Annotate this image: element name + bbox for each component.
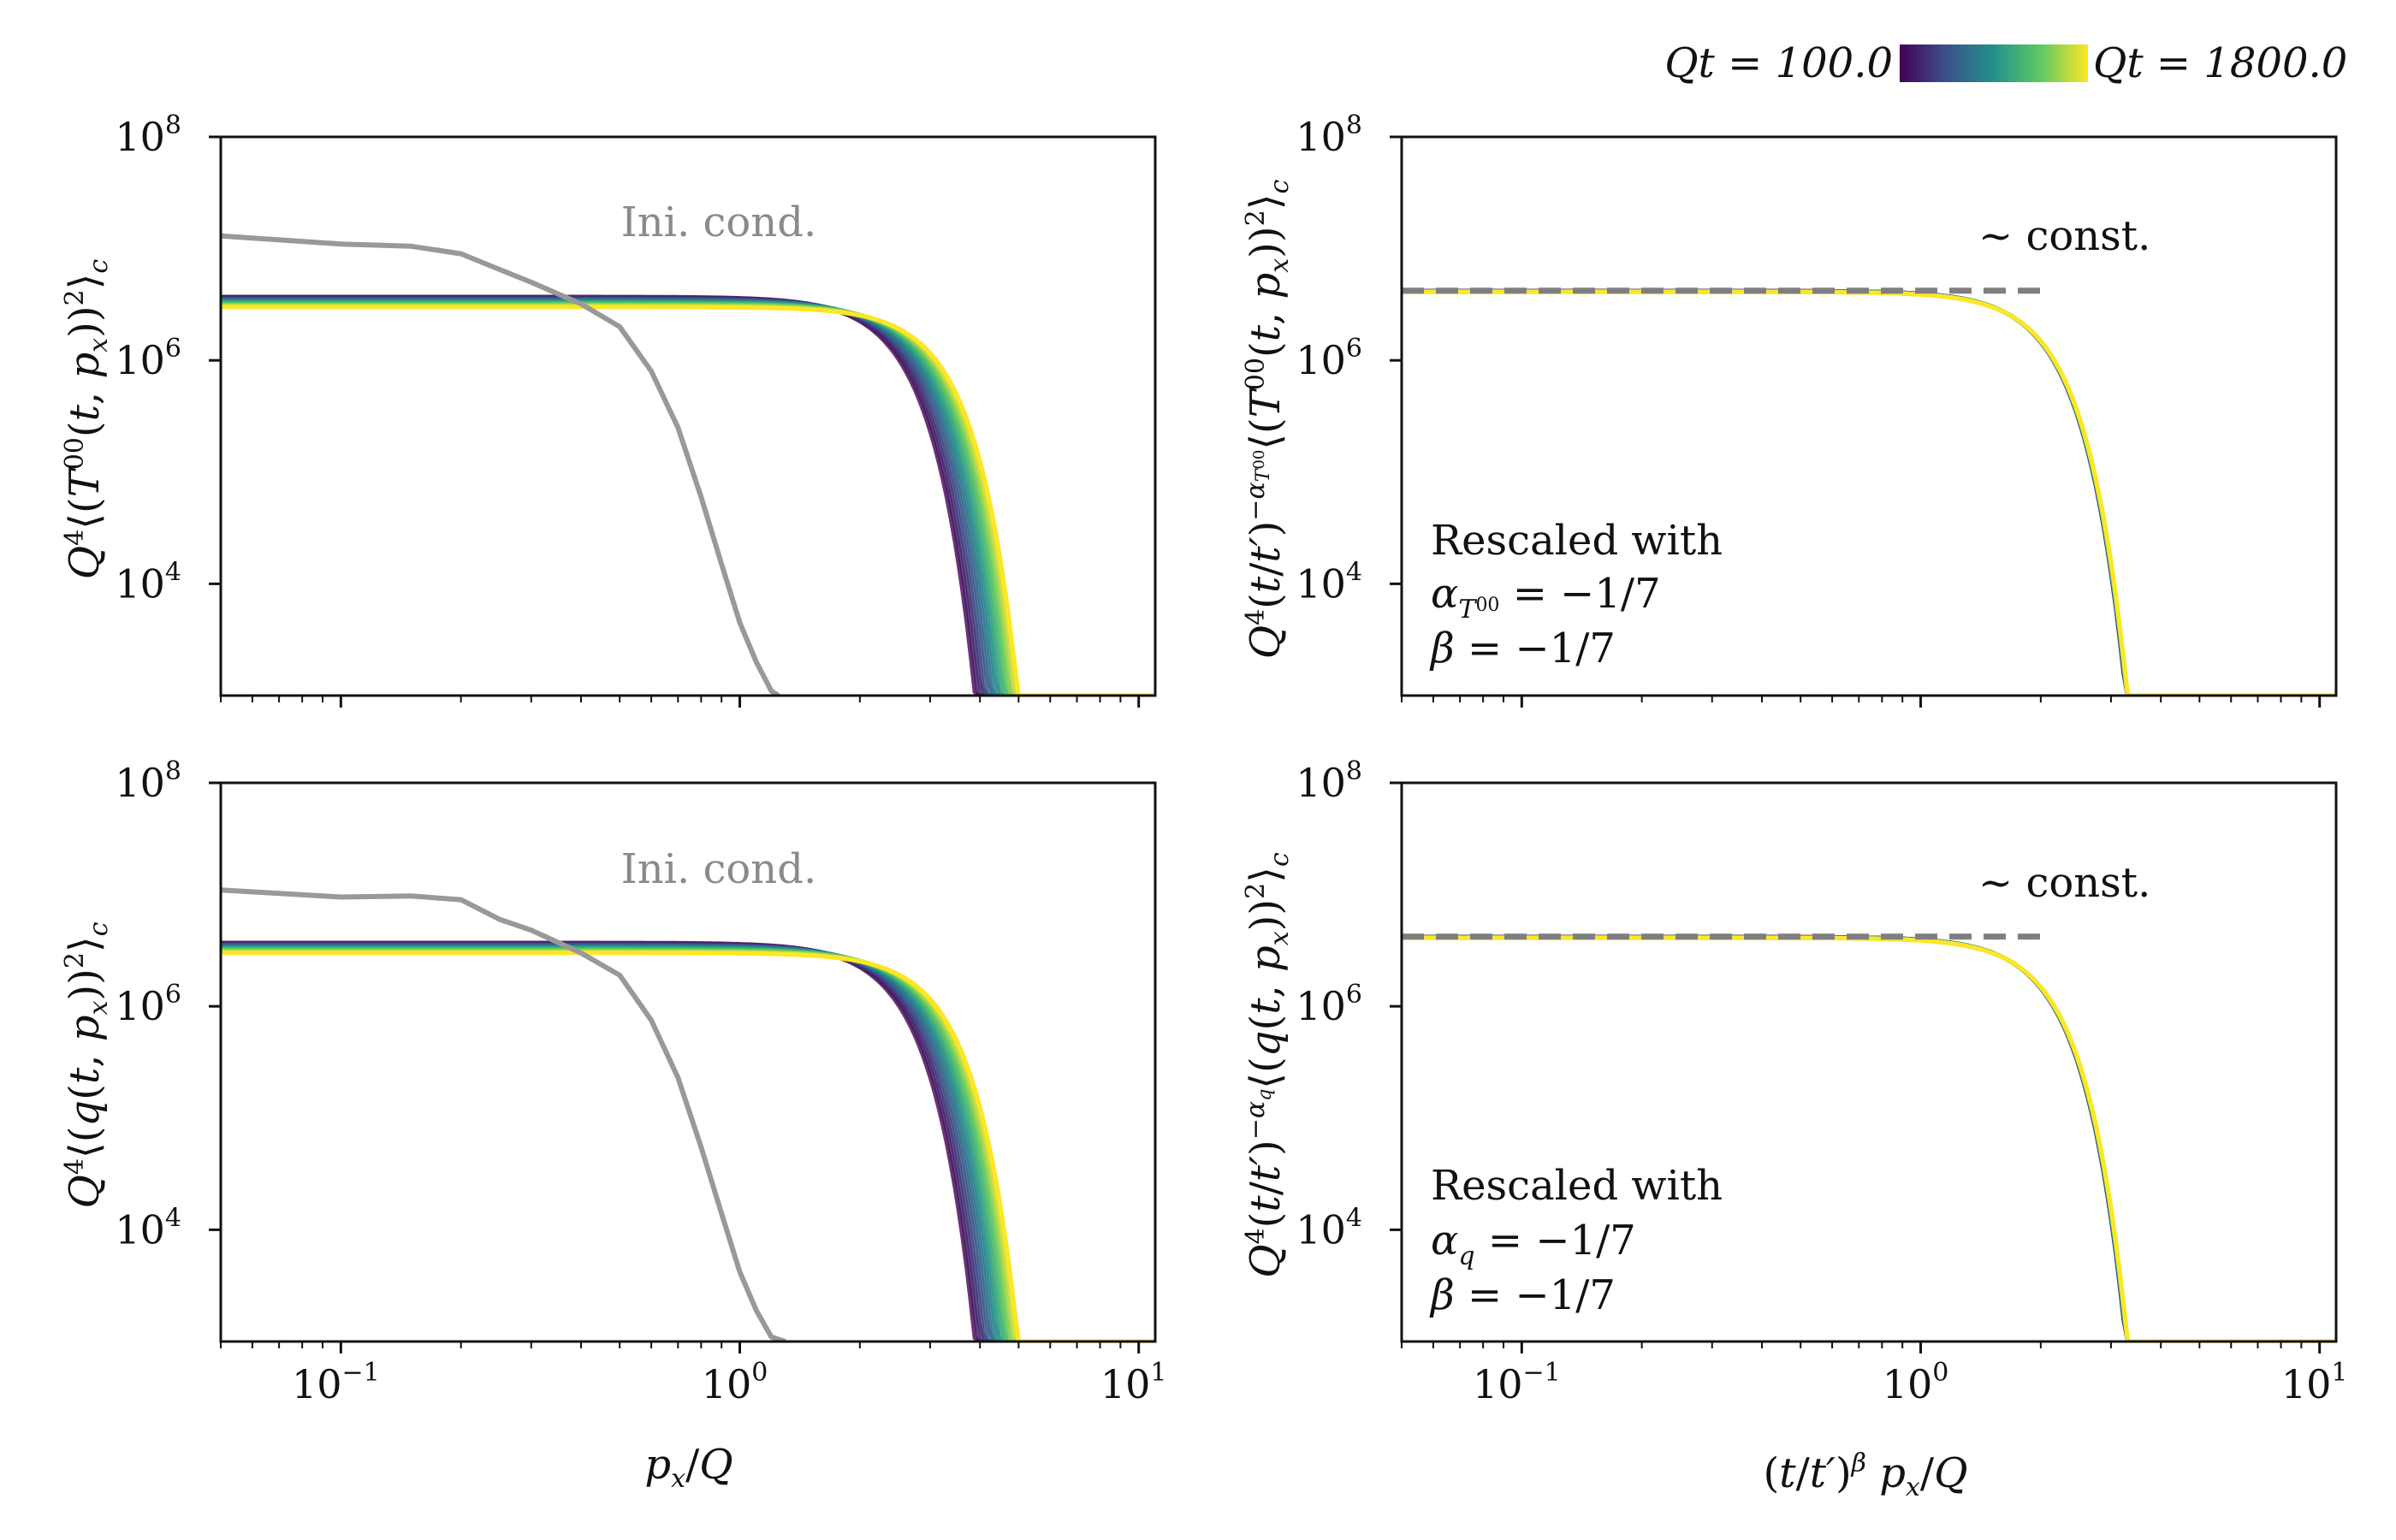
series-line-12: [221, 946, 1154, 1342]
panel-bottom-right: 10−1 100 101 104 106 108 ~ const. Rescaled wi…: [1241, 756, 2348, 1502]
series-line-14: [221, 302, 1154, 696]
series-line-7: [221, 298, 1154, 696]
panel-bottom-right-axes: 10−1 100 101 104 106 108: [1296, 756, 2347, 1407]
y-tick-label: 106: [1296, 334, 1362, 383]
text-box-line-1: Rescaled with: [1431, 517, 1723, 565]
series-line-6: [221, 297, 1154, 696]
y-axis-label: Q4(t/t′)−αq⟨(q(t, px))2⟩c: [1241, 852, 1295, 1278]
initial-condition-line: [221, 233, 780, 696]
panel-bottom-left: 10−1 100 101 104 106 108 Ini. cond. Q4⟨(q(t, …: [60, 756, 1167, 1494]
series-line-10: [221, 299, 1154, 696]
x-tick-label: 100: [1883, 1358, 1949, 1407]
colorbar-gradient: [1900, 44, 2088, 82]
series-line-14: [221, 948, 1154, 1342]
text-box-line-2: αq = −1/7: [1431, 1217, 1636, 1271]
series-line-5: [221, 297, 1154, 696]
y-axis-label: Q4(t/t′)−αT00⟨(T00(t, px))2⟩c: [1241, 180, 1295, 660]
series-line-2: [221, 295, 1154, 696]
y-tick-label: 108: [1296, 110, 1362, 160]
text-box-line-3: β = −1/7: [1429, 1271, 1616, 1319]
panel-top-left-data: [221, 233, 1154, 696]
colorbar: Qt = 100.0 Qt = 1800.0: [1664, 39, 2347, 87]
y-tick-label: 104: [115, 557, 181, 607]
series-line-13: [221, 301, 1154, 696]
series-line-8: [221, 299, 1154, 696]
series-line-11: [221, 300, 1154, 696]
series-line-8: [221, 945, 1154, 1342]
series-line-13: [221, 947, 1154, 1342]
series-line-15: [221, 949, 1154, 1342]
series-line-16: [221, 949, 1154, 1342]
series-line-1: [221, 940, 1154, 1342]
text-box-line-3: β = −1/7: [1429, 625, 1616, 672]
axes-frame: [219, 135, 1157, 697]
y-tick-label: 108: [115, 110, 181, 160]
panel-top-left: 104 106 108 Ini. cond. Q4⟨(T00(t, px))2⟩c: [60, 110, 1157, 708]
series-line-17: [221, 950, 1154, 1342]
text-box-line-1: Rescaled with: [1431, 1162, 1723, 1210]
series-line-11: [221, 946, 1154, 1342]
series-line-4: [221, 296, 1154, 696]
x-tick-label: 101: [1100, 1358, 1167, 1407]
series-line-16: [221, 303, 1154, 696]
series-line-5: [221, 943, 1154, 1342]
series-group: [221, 233, 1154, 696]
series-line-1: [221, 294, 1154, 696]
panel-top-right-axes: 104 106 108: [1296, 110, 2338, 708]
y-tick-label: 104: [1296, 1203, 1362, 1253]
y-tick-label: 106: [115, 334, 181, 383]
text-box-line-2: αT00 = −1/7: [1431, 570, 1661, 625]
series-line-15: [221, 303, 1154, 696]
y-axis-label: Q4⟨(T00(t, px))2⟩c: [60, 259, 114, 580]
x-axis-label: (t/t′)β px/Q: [1764, 1448, 1968, 1502]
panel-bottom-left-data: [221, 887, 1154, 1342]
series-line-3: [221, 295, 1154, 696]
annotation-initial-condition: Ini. cond.: [621, 845, 816, 893]
panel-top-right: 104 106 108 ~ const. Rescaled with αT00 = …: [1241, 110, 2338, 708]
x-tick-label: 100: [702, 1358, 768, 1407]
x-tick-label: 101: [2281, 1358, 2348, 1407]
y-tick-label: 106: [1296, 980, 1362, 1029]
panel-bottom-left-axes: 10−1 100 101 104 106 108: [115, 756, 1166, 1407]
annotation-const: ~ const.: [1978, 212, 2150, 260]
series-group: [1402, 933, 2335, 1342]
axes-frame: [1400, 781, 2338, 1343]
series-group: [1402, 287, 2335, 696]
series-line-6: [221, 943, 1154, 1342]
colorbar-right-label: Qt = 1800.0: [2093, 39, 2347, 87]
series-line-18: [221, 305, 1154, 696]
annotation-const: ~ const.: [1978, 859, 2150, 907]
x-tick-label: 10−1: [1473, 1358, 1561, 1407]
colorbar-left-label: Qt = 100.0: [1664, 39, 1893, 87]
panel-top-right-data: [1402, 287, 2335, 696]
series-group: [221, 887, 1154, 1342]
series-line-3: [221, 941, 1154, 1342]
series-line-9: [221, 945, 1154, 1342]
panel-bottom-right-data: [1402, 933, 2335, 1342]
series-line-2: [221, 941, 1154, 1342]
series-line-17: [221, 304, 1154, 696]
series-line-4: [221, 942, 1154, 1342]
y-tick-label: 104: [115, 1203, 181, 1253]
y-tick-label: 108: [115, 756, 181, 806]
annotation-initial-condition: Ini. cond.: [621, 198, 816, 246]
y-axis-label: Q4⟨(q(t, px))2⟩c: [60, 921, 114, 1208]
panel-top-left-axes: 104 106 108: [115, 110, 1157, 708]
y-tick-label: 104: [1296, 557, 1362, 607]
axes-frame: [219, 781, 1157, 1343]
y-tick-label: 108: [1296, 756, 1362, 806]
initial-condition-line: [221, 887, 786, 1342]
y-tick-label: 106: [115, 980, 181, 1029]
axes-frame: [1400, 135, 2338, 697]
series-line-10: [221, 945, 1154, 1342]
series-line-7: [221, 944, 1154, 1342]
series-line-9: [221, 299, 1154, 696]
x-tick-label: 10−1: [292, 1358, 380, 1407]
x-axis-label: px/Q: [644, 1441, 732, 1494]
series-line-12: [221, 300, 1154, 696]
series-line-18: [221, 951, 1154, 1342]
